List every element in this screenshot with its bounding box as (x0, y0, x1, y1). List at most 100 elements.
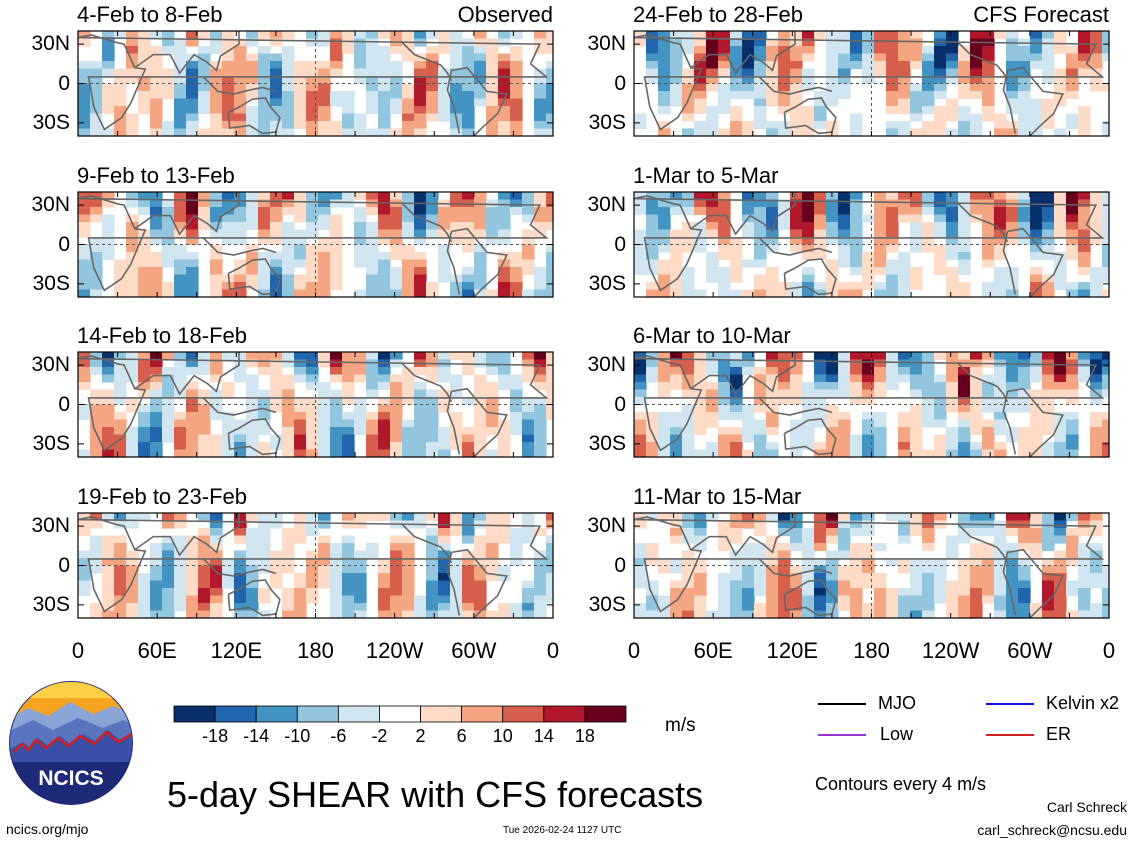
shear-cell (90, 113, 103, 122)
shear-cell (862, 31, 875, 40)
shear-cell (498, 31, 511, 40)
shear-cell (366, 98, 379, 107)
shear-cell (438, 207, 451, 216)
shear-cell (634, 367, 647, 376)
shear-cell (682, 91, 695, 100)
shear-cell (742, 91, 755, 100)
shear-cell (246, 558, 259, 567)
shear-cell (742, 289, 755, 298)
shear-cell (498, 382, 511, 391)
shear-cell (90, 83, 103, 92)
shear-cell (646, 259, 659, 268)
shear-cell (970, 91, 983, 100)
shear-cell (342, 382, 355, 391)
shear-cell (778, 513, 791, 522)
shear-cell (850, 528, 863, 537)
shear-cell (934, 404, 947, 413)
shear-cell (682, 199, 695, 208)
shear-cell (186, 442, 199, 451)
shear-cell (90, 259, 103, 268)
shear-cell (730, 573, 743, 582)
shear-cell (78, 128, 91, 137)
shear-cell (330, 61, 343, 70)
shear-cell (498, 91, 511, 100)
shear-cell (898, 199, 911, 208)
shear-cell (898, 520, 911, 529)
shear-cell (766, 367, 779, 376)
shear-cell (162, 565, 175, 574)
shear-cell (778, 543, 791, 552)
shear-cell (246, 588, 259, 597)
shear-cell (1090, 513, 1103, 522)
shear-cell (1030, 98, 1043, 107)
colorbar-tick-label: -14 (243, 726, 270, 746)
shear-cell (958, 76, 971, 85)
shear-cell (162, 244, 175, 253)
shear-cell (402, 121, 415, 130)
footer-email[interactable]: carl_schreck@ncsu.edu (977, 822, 1127, 838)
shear-cell (682, 382, 695, 391)
shear-cell (78, 91, 91, 100)
shear-cell (126, 442, 139, 451)
shear-cell (934, 580, 947, 589)
shear-cell (198, 31, 211, 40)
shear-cell (246, 274, 259, 283)
shear-cell (694, 427, 707, 436)
shear-cell (318, 513, 331, 522)
shear-cell (186, 427, 199, 436)
shear-cell (958, 397, 971, 406)
shear-cell (886, 259, 899, 268)
shear-cell (546, 207, 554, 216)
shear-cell (1078, 252, 1091, 261)
shear-cell (306, 289, 319, 298)
shear-cell (138, 76, 151, 85)
shear-cell (862, 550, 875, 559)
shear-cell (378, 83, 391, 92)
shear-cell (922, 382, 935, 391)
shear-cell (790, 83, 803, 92)
shear-cell (1090, 419, 1103, 428)
shear-cell (970, 128, 983, 137)
shear-cell (718, 382, 731, 391)
shear-cell (886, 46, 899, 55)
shear-cell (694, 513, 707, 522)
shear-cell (790, 520, 803, 529)
shear-cell (886, 53, 899, 62)
shear-cell (646, 580, 659, 589)
shear-cell (486, 289, 499, 298)
shear-cell (910, 83, 923, 92)
shear-cell (1018, 192, 1031, 201)
shear-cell (778, 289, 791, 298)
shear-cell (658, 106, 671, 115)
shear-cell (982, 558, 995, 567)
shear-cell (1042, 31, 1055, 40)
shear-cell (658, 427, 671, 436)
shear-cell (1030, 543, 1043, 552)
shear-cell (126, 192, 139, 201)
shear-cell (294, 374, 307, 383)
shear-cell (390, 274, 403, 283)
shear-cell (102, 229, 115, 238)
shear-cell (318, 573, 331, 582)
shear-cell (790, 199, 803, 208)
shear-cell (994, 528, 1007, 537)
shear-cell (150, 550, 163, 559)
shear-cell (910, 98, 923, 107)
shear-cell (318, 61, 331, 70)
shear-cell (78, 580, 91, 589)
shear-cell (730, 610, 743, 619)
footer-url[interactable]: ncics.org/mjo (6, 821, 89, 837)
shear-cell (114, 83, 127, 92)
shear-cell (682, 46, 695, 55)
shear-cell (90, 427, 103, 436)
shear-cell (1102, 192, 1110, 201)
shear-cell (114, 442, 127, 451)
shear-cell (78, 244, 91, 253)
shear-cell (546, 374, 554, 383)
shear-cell (246, 121, 259, 130)
coastline (1002, 231, 1017, 295)
shear-cell (634, 434, 647, 443)
shear-cell (426, 412, 439, 421)
shear-cell (378, 259, 391, 268)
shear-cell (718, 222, 731, 231)
